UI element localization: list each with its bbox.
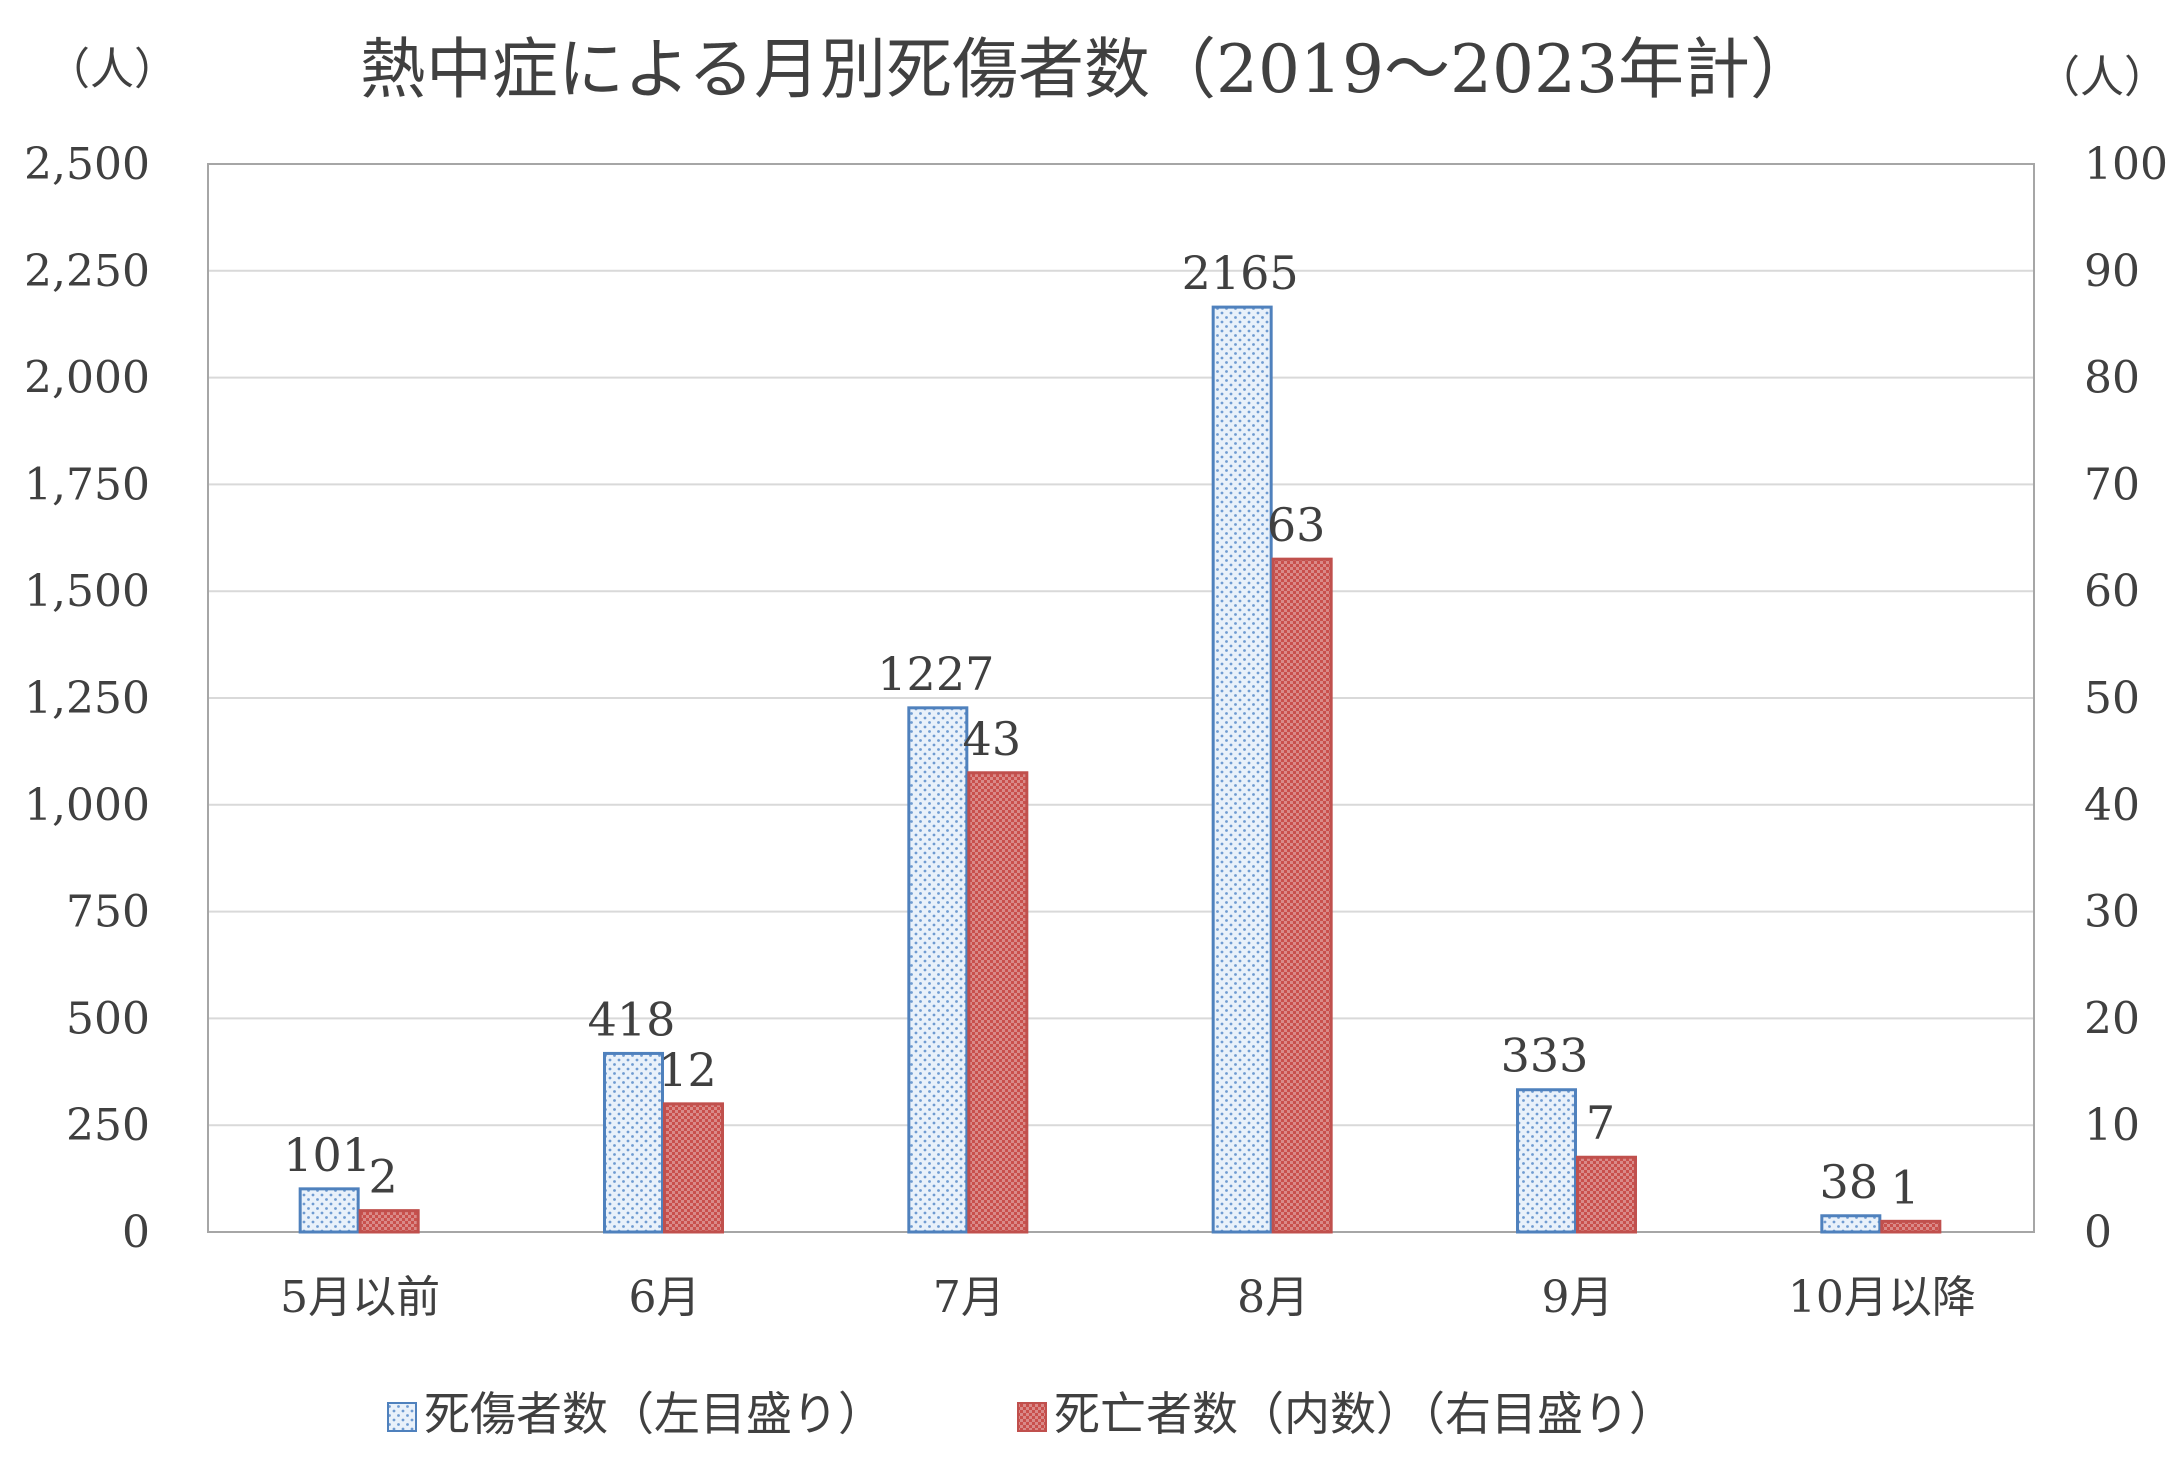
data-label-deaths: 63 [1267,498,1326,552]
right-tick-label: 50 [2084,673,2140,724]
left-tick-label: 250 [66,1100,150,1151]
category-label: 10月以降 [1788,1272,1976,1323]
left-tick-label: 0 [122,1207,150,1258]
left-axis-unit: （人） [46,44,178,95]
data-label-deaths: 1 [1890,1160,1919,1214]
right-tick-label: 40 [2084,780,2140,831]
axis-ticks: 02505007501,0001,2501,5001,7502,0002,250… [24,139,2168,1258]
bar-deaths [1880,1219,1942,1234]
data-label-casualties: 2165 [1182,246,1299,300]
legend-label-deaths: 死亡者数（内数）（右目盛り） [1054,1387,1675,1441]
right-tick-label: 70 [2084,459,2140,510]
category-label: 7月 [933,1272,1005,1323]
right-tick-label: 20 [2084,993,2140,1044]
bar-casualties [298,1187,360,1234]
legend-swatch-deaths [1017,1402,1047,1432]
left-tick-label: 1,250 [24,673,150,724]
chart-title: 熱中症による月別死傷者数（2019～2023年計） [360,31,1816,108]
bars [298,305,1942,1234]
data-label-deaths: 2 [369,1150,398,1204]
data-label-deaths: 12 [658,1043,717,1097]
data-label-deaths: 7 [1586,1096,1615,1150]
category-labels: 5月以前 6月 7月 8月 9月 10月以降 [280,1272,1976,1323]
bar-casualties [1516,1088,1577,1234]
plot-area-border [207,163,2035,1233]
bar-casualties [1211,305,1273,1234]
legend-swatch-casualties [387,1402,417,1432]
bar-deaths [1271,557,1333,1234]
data-label-deaths: 43 [963,712,1022,766]
category-label: 6月 [629,1272,701,1323]
right-tick-label: 0 [2084,1207,2112,1258]
bar-deaths [967,771,1029,1234]
bar-casualties [907,706,969,1234]
left-tick-label: 1,500 [24,566,150,617]
bar-deaths [663,1102,724,1234]
category-label: 5月以前 [280,1272,440,1323]
left-tick-label: 1,000 [24,780,150,831]
left-tick-label: 2,500 [24,139,150,190]
bar-casualties [603,1051,664,1234]
right-axis-unit: （人） [2036,52,2168,103]
bar-deaths [1576,1155,1637,1234]
left-tick-label: 750 [66,887,150,938]
legend: 死傷者数（左目盛り） 死亡者数（内数）（右目盛り） [387,1387,1675,1441]
bar-deaths [358,1209,420,1234]
data-label-casualties: 1227 [877,647,994,701]
data-label-casualties: 101 [283,1128,371,1182]
data-label-casualties: 38 [1820,1155,1879,1209]
legend-label-casualties: 死傷者数（左目盛り） [424,1387,884,1441]
left-tick-label: 500 [66,993,150,1044]
right-tick-label: 30 [2084,887,2140,938]
left-tick-label: 2,000 [24,353,150,404]
right-tick-label: 100 [2084,139,2168,190]
bar-casualties [1820,1214,1882,1234]
right-tick-label: 10 [2084,1100,2140,1151]
left-tick-label: 2,250 [24,246,150,297]
left-tick-label: 1,750 [24,459,150,510]
category-label: 9月 [1542,1272,1614,1323]
gridlines [208,269,2034,1127]
category-label: 8月 [1237,1272,1309,1323]
right-tick-label: 60 [2084,566,2140,617]
right-tick-label: 80 [2084,353,2140,404]
data-label-casualties: 418 [588,992,676,1046]
data-label-casualties: 333 [1501,1029,1589,1083]
right-tick-label: 90 [2084,246,2140,297]
